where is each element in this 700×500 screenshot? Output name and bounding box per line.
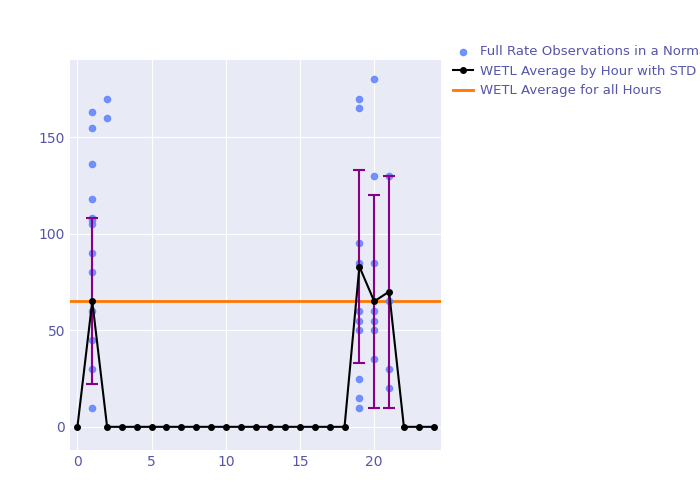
- Full Rate Observations in a Normal Point: [384, 365, 395, 373]
- Full Rate Observations in a Normal Point: [354, 307, 365, 315]
- WETL Average by Hour with STD: [311, 424, 319, 430]
- Full Rate Observations in a Normal Point: [354, 374, 365, 382]
- WETL Average by Hour with STD: [148, 424, 156, 430]
- Full Rate Observations in a Normal Point: [87, 124, 98, 132]
- WETL Average by Hour with STD: [74, 424, 82, 430]
- Full Rate Observations in a Normal Point: [369, 258, 380, 266]
- WETL Average by Hour with STD: [370, 298, 379, 304]
- WETL Average by Hour with STD: [237, 424, 245, 430]
- Full Rate Observations in a Normal Point: [87, 307, 98, 315]
- WETL Average by Hour with STD: [206, 424, 215, 430]
- Full Rate Observations in a Normal Point: [384, 384, 395, 392]
- WETL Average by Hour with STD: [103, 424, 111, 430]
- Full Rate Observations in a Normal Point: [369, 307, 380, 315]
- Full Rate Observations in a Normal Point: [102, 114, 113, 122]
- Full Rate Observations in a Normal Point: [87, 336, 98, 344]
- Full Rate Observations in a Normal Point: [369, 316, 380, 324]
- WETL Average by Hour with STD: [429, 424, 438, 430]
- WETL Average by Hour with STD: [385, 288, 393, 294]
- Full Rate Observations in a Normal Point: [369, 172, 380, 180]
- WETL Average by Hour with STD: [118, 424, 126, 430]
- Line: WETL Average by Hour with STD: WETL Average by Hour with STD: [75, 264, 436, 430]
- WETL Average by Hour with STD: [400, 424, 408, 430]
- Full Rate Observations in a Normal Point: [369, 326, 380, 334]
- Full Rate Observations in a Normal Point: [354, 94, 365, 102]
- Full Rate Observations in a Normal Point: [87, 249, 98, 257]
- Full Rate Observations in a Normal Point: [354, 394, 365, 402]
- Full Rate Observations in a Normal Point: [384, 298, 395, 306]
- WETL Average by Hour with STD: [266, 424, 274, 430]
- Full Rate Observations in a Normal Point: [87, 214, 98, 222]
- WETL Average for all Hours: [88, 298, 97, 304]
- WETL Average by Hour with STD: [132, 424, 141, 430]
- Full Rate Observations in a Normal Point: [384, 172, 395, 180]
- Full Rate Observations in a Normal Point: [354, 316, 365, 324]
- WETL Average by Hour with STD: [414, 424, 423, 430]
- Full Rate Observations in a Normal Point: [354, 404, 365, 411]
- Full Rate Observations in a Normal Point: [354, 258, 365, 266]
- WETL Average by Hour with STD: [355, 264, 363, 270]
- WETL Average by Hour with STD: [340, 424, 349, 430]
- Full Rate Observations in a Normal Point: [87, 404, 98, 411]
- WETL Average by Hour with STD: [177, 424, 186, 430]
- Full Rate Observations in a Normal Point: [87, 108, 98, 116]
- WETL Average by Hour with STD: [296, 424, 304, 430]
- WETL Average by Hour with STD: [162, 424, 171, 430]
- Full Rate Observations in a Normal Point: [87, 160, 98, 168]
- Full Rate Observations in a Normal Point: [354, 326, 365, 334]
- WETL Average by Hour with STD: [251, 424, 260, 430]
- Full Rate Observations in a Normal Point: [87, 268, 98, 276]
- WETL Average by Hour with STD: [326, 424, 334, 430]
- Full Rate Observations in a Normal Point: [354, 104, 365, 112]
- Full Rate Observations in a Normal Point: [369, 356, 380, 364]
- Full Rate Observations in a Normal Point: [87, 216, 98, 224]
- WETL Average by Hour with STD: [281, 424, 289, 430]
- Legend: Full Rate Observations in a Normal Point, WETL Average by Hour with STD, WETL Av: Full Rate Observations in a Normal Point…: [448, 40, 700, 103]
- WETL Average by Hour with STD: [192, 424, 200, 430]
- Full Rate Observations in a Normal Point: [102, 94, 113, 102]
- WETL Average for all Hours: [74, 298, 82, 304]
- Full Rate Observations in a Normal Point: [87, 195, 98, 203]
- Full Rate Observations in a Normal Point: [87, 220, 98, 228]
- WETL Average by Hour with STD: [222, 424, 230, 430]
- Full Rate Observations in a Normal Point: [369, 76, 380, 84]
- WETL Average by Hour with STD: [88, 298, 97, 304]
- Full Rate Observations in a Normal Point: [87, 365, 98, 373]
- Full Rate Observations in a Normal Point: [354, 240, 365, 248]
